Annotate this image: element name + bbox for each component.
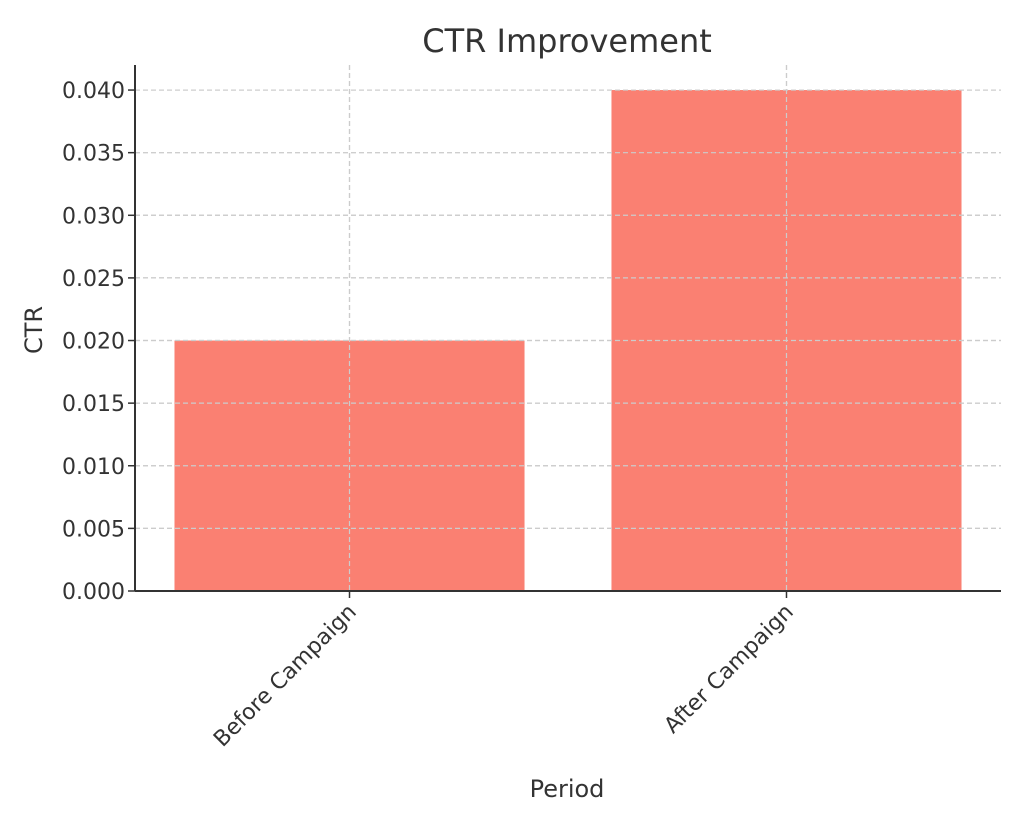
- bars-layer: [135, 65, 1001, 592]
- y-tick-label: 0.000: [62, 580, 125, 605]
- y-tick-label: 0.030: [62, 204, 125, 229]
- y-tick-label: 0.040: [62, 79, 125, 104]
- x-tick-label: After Campaign: [660, 600, 799, 739]
- y-tick-label: 0.015: [62, 392, 125, 417]
- y-tick-label: 0.010: [62, 455, 125, 480]
- y-tick-label: 0.025: [62, 267, 125, 292]
- y-tick-label: 0.020: [62, 330, 125, 355]
- y-tick-label: 0.035: [62, 142, 125, 167]
- chart-title: CTR Improvement: [422, 22, 712, 60]
- y-tick-label: 0.005: [62, 517, 125, 542]
- y-axis-label: CTR: [20, 306, 48, 354]
- x-tick-label: Before Campaign: [209, 600, 362, 753]
- x-axis-label: Period: [530, 775, 605, 803]
